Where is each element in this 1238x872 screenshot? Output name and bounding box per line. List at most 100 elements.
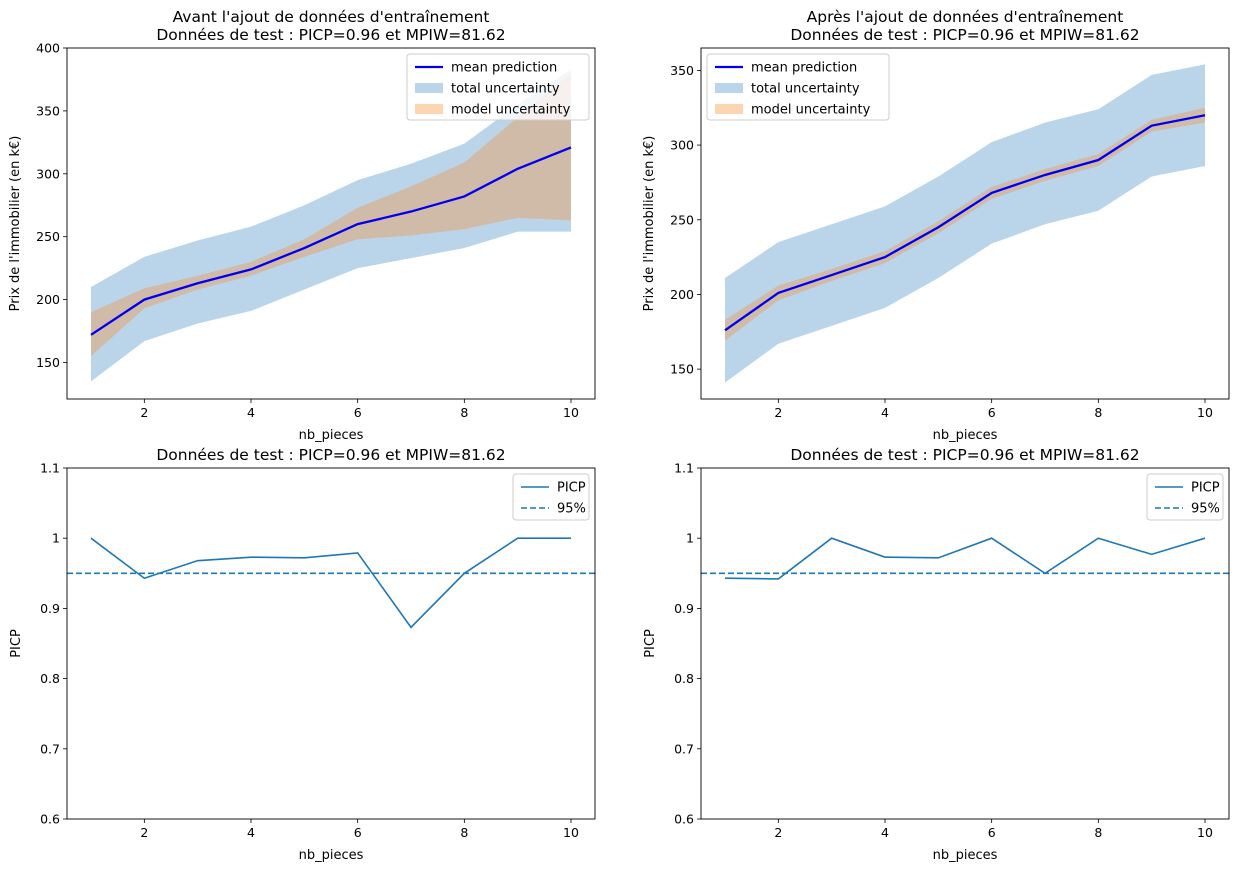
x-tick-label: 10 [563,405,579,420]
y-tick-label: 300 [670,138,694,153]
y-tick-label: 1.1 [40,461,60,476]
y-tick-label: 150 [36,355,60,370]
legend-box [706,53,890,121]
chart-title-line: Données de test : PICP=0.96 et MPIW=81.6… [790,446,1139,464]
y-tick-label: 0.9 [40,601,60,616]
chart-title-line: Avant l'ajout de données d'entraînement [173,8,490,26]
x-tick-label: 10 [563,825,579,840]
chart-title: Avant l'ajout de données d'entraînement D… [156,8,505,44]
y-tick-label: 1.1 [674,461,694,476]
y-tick-label: 350 [36,103,60,118]
x-tick-label: 2 [140,825,148,840]
plot-area [90,69,572,382]
legend-label: PICP [1191,481,1220,496]
legend-label: total uncertainty [751,82,860,97]
x-tick-label: 4 [247,825,255,840]
x-tick-label: 6 [988,825,996,840]
y-tick-label: 1 [686,531,694,546]
y-tick-label: 250 [36,229,60,244]
chart-title: Données de test : PICP=0.96 et MPIW=81.6… [156,446,505,464]
chart-title-line: Données de test : PICP=0.96 et MPIW=81.6… [156,26,505,44]
axes-frame [66,467,596,820]
chart-title-line: Données de test : PICP=0.96 et MPIW=81.6… [790,26,1139,44]
legend-swatch [415,83,443,93]
legend-label: 95% [1191,502,1220,517]
legend: mean prediction total uncertainty model un… [406,53,590,121]
x-tick-label: 8 [460,405,468,420]
legend-swatch [415,104,443,114]
legend-label: PICP [557,481,586,496]
PICP-line [724,537,1206,580]
chart-title: Après l'ajout de données d'entraînement D… [790,8,1139,44]
legend-swatch [715,104,743,114]
x-tick-label: 8 [1094,825,1102,840]
plot-area [67,537,595,629]
y-tick-label: 0.8 [40,671,60,686]
x-tick-label: 4 [247,405,255,420]
legend-label: model uncertainty [451,103,571,118]
chart-panel-3: 2 4 6 8 10 0.6 0.7 0.8 0.9 1 1.1 nb_pieces PICP Donné… [9,446,596,863]
x-tick-label: 6 [988,405,996,420]
mean-prediction-line [90,146,572,336]
y-tick-label: 0.7 [674,741,694,756]
x-tick-label: 8 [1094,405,1102,420]
y-tick-label: 250 [670,212,694,227]
y-tick-label: 400 [36,41,60,56]
y-axis-label: Prix de l'immobilier (en k€) [642,136,657,312]
legend-box [406,53,590,121]
chart-panel-1: 2 4 6 8 10 150 200 250 300 350 400 nb_pieces Prix de… [8,8,596,443]
x-tick-label: 4 [881,405,889,420]
chart-title-line: Données de test : PICP=0.96 et MPIW=81.6… [156,446,505,464]
x-tick-label: 10 [1197,825,1213,840]
x-tick-label: 2 [774,825,782,840]
model-uncertainty-band [91,73,571,357]
x-tick-label: 2 [140,405,148,420]
legend-label: mean prediction [451,61,557,76]
y-axis-label: Prix de l'immobilier (en k€) [8,136,23,312]
y-tick-label: 1 [52,531,60,546]
x-tick-label: 4 [881,825,889,840]
plot-area [724,64,1206,383]
PICP-line [90,537,571,629]
x-axis-label: nb_pieces [299,848,364,863]
legend: PICP 95% [512,473,590,521]
y-tick-label: 0.7 [40,741,60,756]
plot-area [701,537,1229,580]
y-tick-label: 300 [36,166,60,181]
y-tick-label: 0.6 [40,812,60,827]
y-tick-label: 0.8 [674,671,694,686]
legend: mean prediction total uncertainty model un… [706,53,890,121]
axes-frame [66,47,596,400]
axes-frame [700,467,1230,820]
axes-frame [700,47,1230,400]
chart-panel-4: 2 4 6 8 10 0.6 0.7 0.8 0.9 1 1.1 nb_pieces PICP Donné… [643,446,1230,863]
model-uncertainty-band [725,107,1205,341]
x-tick-label: 8 [460,825,468,840]
y-tick-label: 200 [670,287,694,302]
legend-swatch [715,83,743,93]
x-tick-label: 6 [354,825,362,840]
x-tick-label: 2 [774,405,782,420]
chart-title-line: Après l'ajout de données d'entraînement [807,8,1124,26]
y-axis-label: PICP [643,629,658,658]
legend: PICP 95% [1146,473,1224,521]
x-tick-label: 10 [1197,405,1213,420]
x-axis-label: nb_pieces [933,428,998,443]
chart-title: Données de test : PICP=0.96 et MPIW=81.6… [790,446,1139,464]
y-axis-label: PICP [9,629,24,658]
y-tick-label: 200 [36,292,60,307]
x-axis-label: nb_pieces [299,428,364,443]
y-tick-label: 0.9 [674,601,694,616]
y-tick-label: 150 [670,362,694,377]
legend-label: model uncertainty [751,103,871,118]
x-tick-label: 6 [354,405,362,420]
x-axis-label: nb_pieces [933,848,998,863]
total-uncertainty-band [725,64,1205,383]
mean-prediction-line [724,114,1206,332]
y-tick-label: 0.6 [674,812,694,827]
chart-panel-2: 2 4 6 8 10 150 200 250 300 350 nb_pieces Prix de l'… [642,8,1230,443]
y-tick-label: 350 [670,63,694,78]
legend-label: 95% [557,502,586,517]
legend-label: total uncertainty [451,82,560,97]
